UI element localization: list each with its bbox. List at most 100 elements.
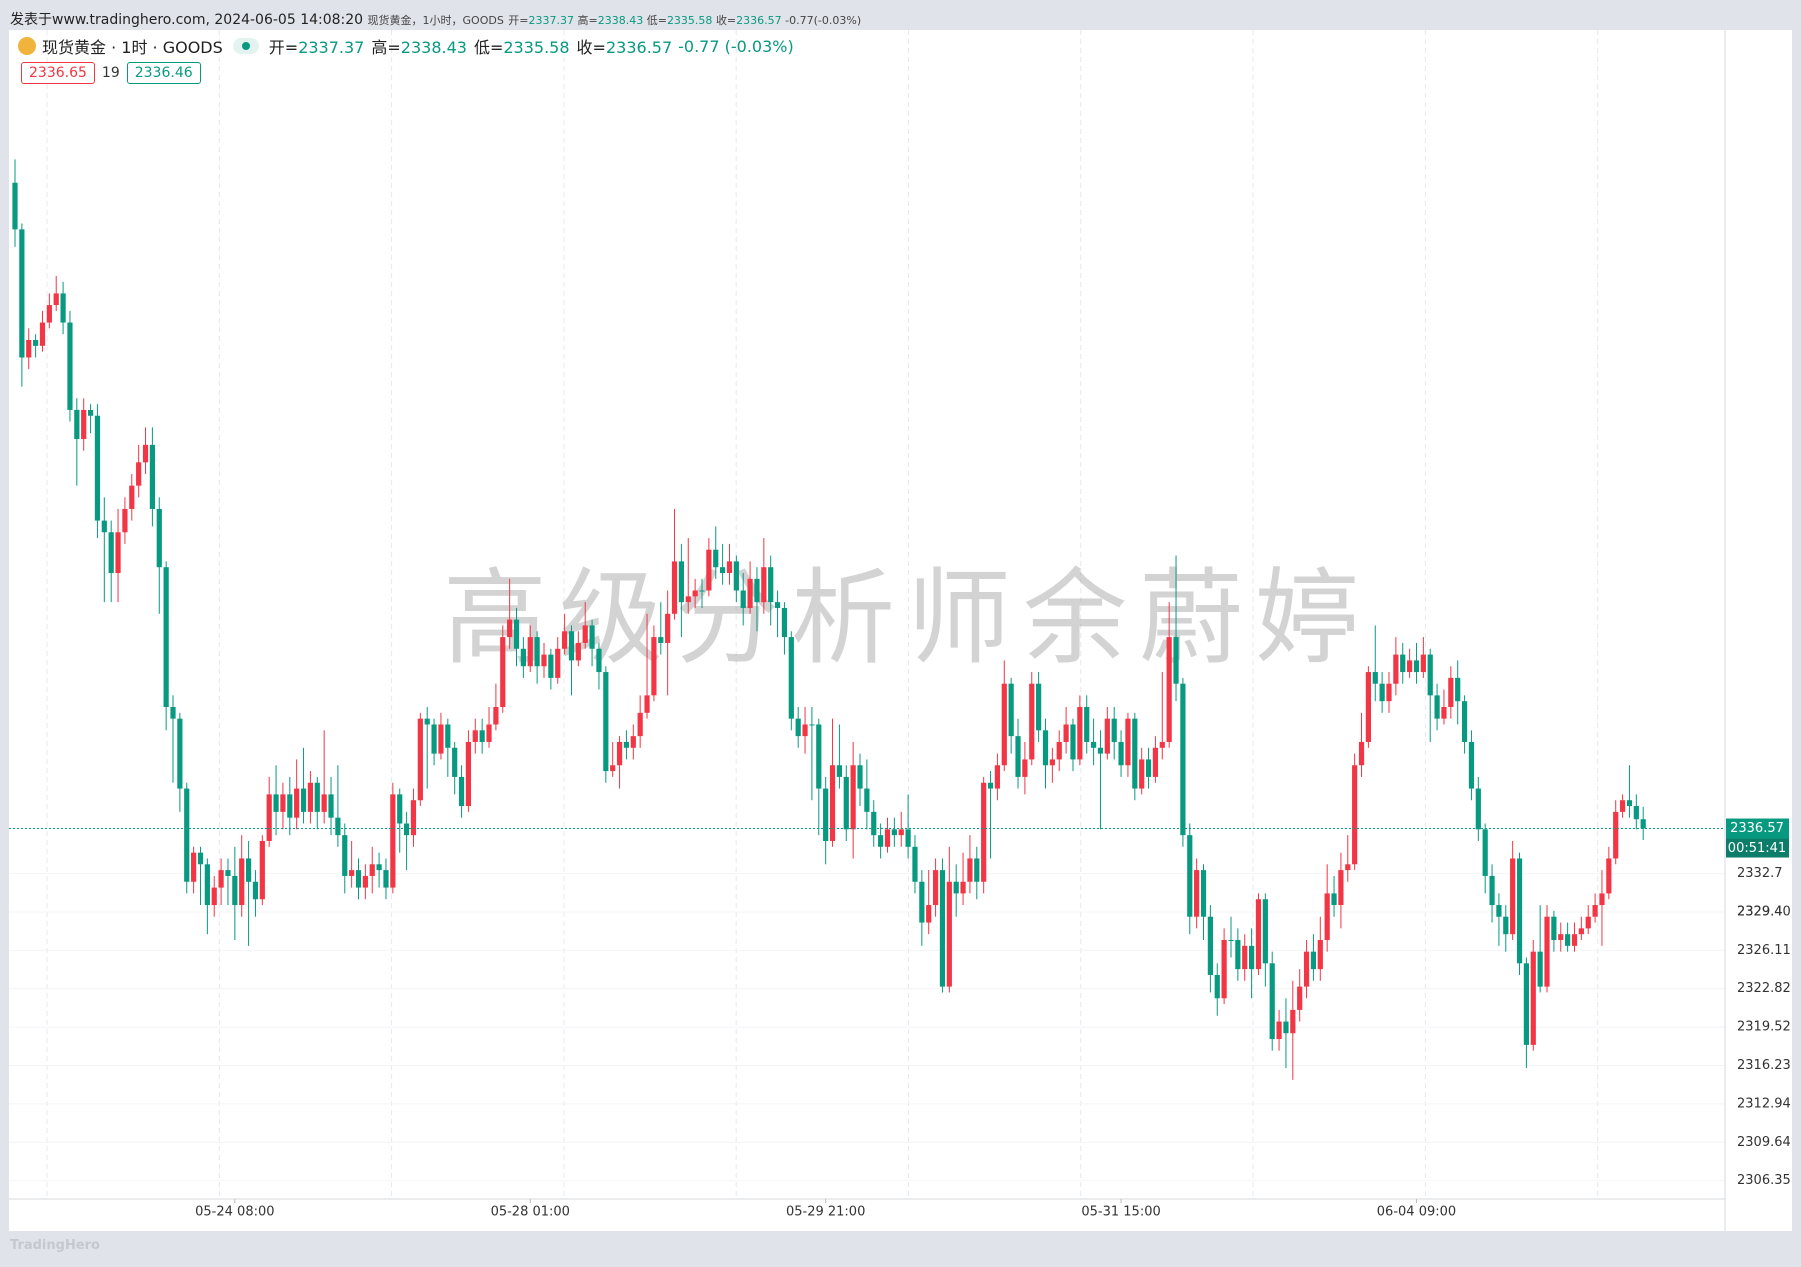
candle-body [932, 870, 939, 906]
candle-body [507, 619, 513, 638]
candle-body [905, 829, 911, 847]
candle-body [204, 864, 210, 906]
y-tick-label: 2329.4 [1737, 905, 1783, 920]
ohlc-item: 低=2335.58 [647, 14, 713, 27]
candle-body [1317, 940, 1323, 970]
ohlc-label: 开= [508, 14, 529, 27]
candle-body [1022, 759, 1028, 777]
candle-body [184, 788, 190, 882]
candle-body [623, 741, 630, 748]
candle-body [390, 794, 396, 888]
ohlc-label: 收= [715, 14, 737, 27]
candle-body [1166, 637, 1172, 742]
candle-body [486, 724, 492, 742]
candle-body [355, 870, 362, 888]
y-tick-label: 2312.94 [1737, 1096, 1791, 1111]
candle-body [403, 823, 410, 836]
candle-body [774, 602, 781, 608]
candle-body [431, 724, 437, 754]
candle-body [252, 881, 259, 900]
candle-body [809, 724, 815, 726]
candle-body [1111, 718, 1117, 742]
candle-body [472, 730, 478, 742]
x-tick-label: 06-04 09:00 [1377, 1205, 1456, 1220]
candle-body [981, 782, 987, 882]
candle-body [1407, 660, 1413, 673]
candle-body [1276, 1021, 1282, 1040]
candle-body [1413, 660, 1420, 673]
last-price-box [1726, 818, 1789, 839]
candle-body [1310, 951, 1317, 970]
publish-line: 发表于www.tradinghero.com, 2024-06-05 14:08… [10, 9, 861, 29]
candle-body [1249, 945, 1255, 970]
candle-body [177, 718, 183, 789]
candle-body [149, 444, 155, 509]
candle-body [747, 578, 753, 608]
candle-body [541, 654, 547, 667]
sell-price[interactable]: 2336.65 [21, 62, 95, 84]
countdown-label: 00:51:41 [1728, 841, 1786, 856]
ohlc-label: 低= [646, 14, 667, 27]
published: 发表于www.tradinghero.com, 2024-06-05 14:08… [10, 12, 364, 28]
ohlc-value: 2337.37 [528, 14, 575, 27]
candle-body [699, 590, 705, 592]
candle-body [1283, 1021, 1289, 1034]
candle-body [987, 782, 994, 789]
candle-body [651, 637, 657, 696]
y-tick-label: 2326.11 [1737, 943, 1791, 958]
ohlc-value: 2338.43 [597, 14, 644, 27]
candle-body [665, 613, 671, 643]
candle-body [369, 864, 375, 876]
candle-body [53, 293, 59, 306]
candle-body [568, 631, 575, 661]
candle-body [919, 881, 925, 923]
candle-body [1097, 747, 1104, 754]
ohlc-item: 低=2335.58 [474, 34, 570, 58]
candle-body [898, 829, 904, 836]
legend: 现货黄金 · 1时 · GOODS 开=2337.37 高=2338.43 低=… [18, 34, 794, 58]
buy-price[interactable]: 2336.46 [126, 62, 201, 84]
candle-body [534, 637, 540, 667]
summary-symbol: 现货黄金，1小时，GOODS [367, 14, 504, 27]
candle-body [589, 625, 595, 649]
ohlc-label: 高= [577, 14, 598, 27]
candle-body [259, 840, 265, 900]
candle-body [1592, 905, 1598, 917]
candle-body [33, 340, 39, 346]
ohlc-item: 高=2338.43 [371, 34, 467, 58]
candle-body [596, 648, 602, 673]
candle-body [1516, 858, 1523, 964]
candle-body [1139, 759, 1145, 789]
candle-body [816, 724, 822, 789]
candle-body [1063, 724, 1069, 742]
candle-body [1379, 683, 1385, 702]
candle-body [1448, 677, 1454, 708]
ohlc-value: 2337.37 [298, 38, 365, 57]
legend-symbol[interactable]: 现货黄金 · 1时 · GOODS [42, 38, 223, 57]
candle-body [864, 788, 870, 812]
ohlc-label: 高= [371, 38, 401, 57]
candle-body [1042, 730, 1049, 766]
symbol-icon [18, 37, 36, 55]
candle-body [994, 765, 1001, 789]
candle-body [1434, 695, 1440, 719]
candle-body [81, 409, 87, 440]
candle-body [383, 870, 389, 888]
candle-body [802, 724, 808, 737]
candle-body [946, 881, 952, 987]
candle-body [1352, 765, 1358, 865]
candle-body [1228, 940, 1234, 942]
candle-body [1544, 916, 1550, 987]
y-tick-label: 2306.35 [1737, 1173, 1791, 1188]
candle-body [671, 561, 678, 614]
candle-body [1523, 963, 1529, 1045]
candle-body [170, 707, 176, 719]
candle-body [582, 625, 588, 643]
candle-body [1372, 672, 1378, 684]
candle-body [1324, 893, 1330, 941]
candle-body [328, 794, 334, 818]
x-tick-label: 05-31 15:00 [1081, 1205, 1160, 1220]
market-status[interactable] [232, 38, 259, 54]
candle-body [280, 794, 286, 812]
